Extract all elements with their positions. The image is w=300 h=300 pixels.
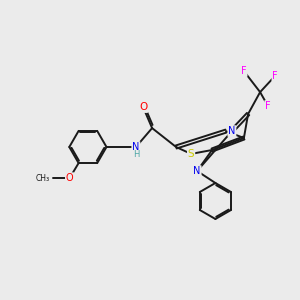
Text: H: H <box>133 150 139 159</box>
Text: F: F <box>241 66 247 76</box>
Text: CH₃: CH₃ <box>36 174 50 183</box>
Text: N: N <box>194 166 201 176</box>
Text: O: O <box>66 173 74 183</box>
Text: S: S <box>188 149 194 159</box>
Text: N: N <box>228 126 236 136</box>
Text: O: O <box>139 102 147 112</box>
Text: F: F <box>272 71 278 81</box>
Text: F: F <box>265 101 271 111</box>
Text: N: N <box>132 142 140 152</box>
